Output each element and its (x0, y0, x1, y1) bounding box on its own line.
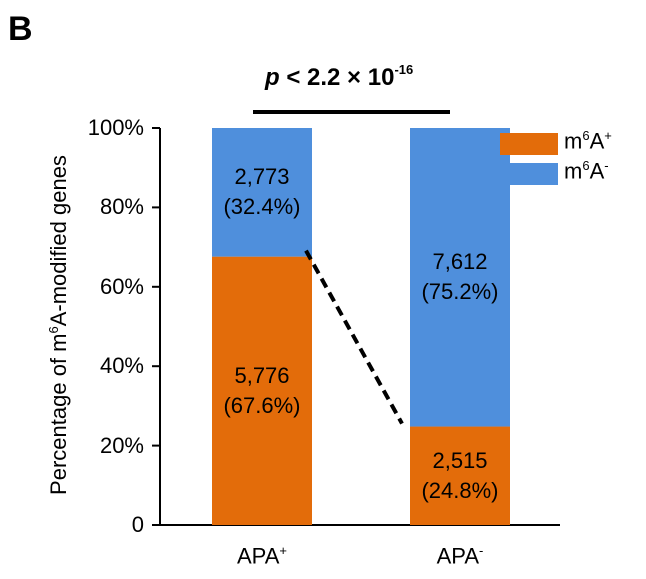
bar-percent-label: (24.8%) (421, 477, 499, 503)
y-tick-label: 60% (99, 273, 144, 299)
y-tick-label: 0 (131, 512, 144, 537)
bar-data-label: 7,612 (75.2%) (410, 247, 510, 307)
bar-segment-m6a-neg (212, 128, 312, 257)
p-value-annotation: p < 2.2 × 10-16 (265, 62, 414, 92)
x-tick-label: APA- (436, 543, 484, 569)
y-tick-label: 100% (87, 115, 144, 140)
legend-label-m6a-pos: m6A+ (564, 128, 612, 154)
bar-data-label: 2,773 (32.4%) (212, 162, 312, 222)
p-value-text: < 2.2 × 10 (286, 64, 395, 91)
y-tick-label: 80% (99, 194, 144, 220)
bar-count-label: 2,515 (432, 447, 488, 473)
bar-segment-m6a-neg (410, 128, 510, 427)
bar-percent-label: (32.4%) (223, 194, 301, 220)
legend-swatch-m6a-pos (500, 133, 558, 155)
bar-percent-label: (67.6%) (223, 392, 301, 418)
legend-label-m6a-neg: m6A- (564, 158, 609, 184)
bar-count-label: 2,773 (234, 164, 290, 190)
bar-segment-m6a-pos (212, 256, 312, 525)
y-tick-label: 40% (99, 353, 144, 379)
bar-percent-label: (75.2%) (421, 279, 499, 305)
p-symbol: p (265, 64, 280, 91)
bar-data-label: 5,776 (67.6%) (212, 361, 312, 421)
panel-label: B (8, 10, 33, 48)
bar-count-label: 7,612 (432, 249, 488, 275)
bar-data-label: 2,515 (24.8%) (410, 446, 510, 506)
bar-count-label: 5,776 (234, 362, 290, 388)
trend-connector-line (304, 249, 404, 425)
x-tick-label: APA+ (237, 543, 287, 569)
p-value-exponent: -16 (394, 62, 414, 77)
legend-swatch-m6a-neg (500, 163, 558, 185)
y-tick-label: 20% (99, 432, 144, 458)
bar-segment-m6a-pos (410, 426, 510, 525)
